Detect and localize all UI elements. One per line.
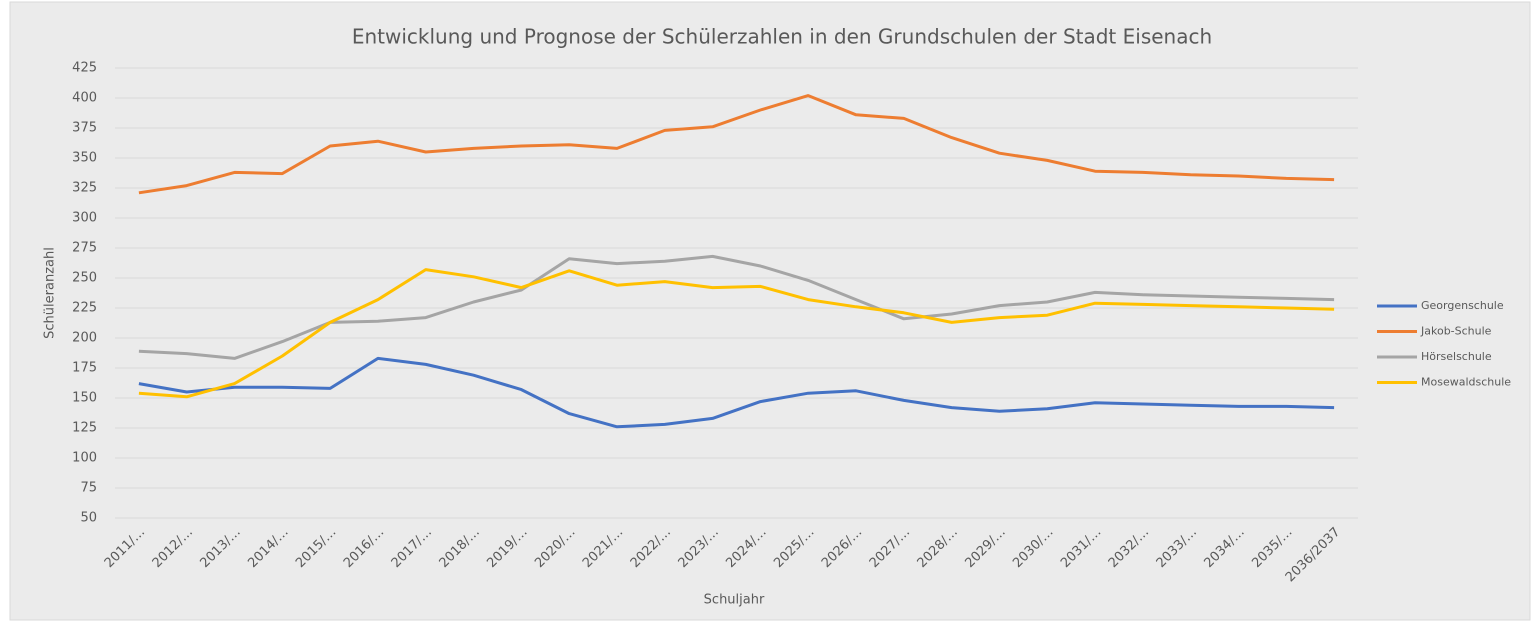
line xyxy=(138,356,1335,429)
x-axis-label: Schuljahr xyxy=(704,593,765,608)
y-tick-label: 200 xyxy=(72,331,97,346)
y-tick-label: 125 xyxy=(72,421,97,436)
legend-label: Georgenschule xyxy=(1421,299,1504,312)
y-tick-label: 150 xyxy=(72,391,97,406)
y-tick-label: 275 xyxy=(72,241,97,256)
legend-label: Mosewaldschule xyxy=(1421,376,1511,389)
y-tick-label: 400 xyxy=(72,91,97,106)
y-tick-label: 425 xyxy=(72,61,97,76)
y-tick-label: 325 xyxy=(72,181,97,196)
y-tick-label: 375 xyxy=(72,121,97,136)
chart-background xyxy=(9,1,1531,621)
y-tick-label: 250 xyxy=(72,271,97,286)
line xyxy=(138,94,1335,195)
line xyxy=(138,268,1335,399)
y-axis-label: Schüleranzahl xyxy=(43,247,58,339)
y-tick-label: 100 xyxy=(72,451,97,466)
line xyxy=(138,254,1335,360)
y-tick-label: 225 xyxy=(72,301,97,316)
legend-label: Hörselschule xyxy=(1421,350,1492,363)
legend-label: Jakob-Schule xyxy=(1420,325,1492,338)
y-tick-label: 300 xyxy=(72,211,97,226)
y-tick-label: 75 xyxy=(80,481,97,496)
y-tick-label: 50 xyxy=(80,511,97,526)
y-tick-label: 175 xyxy=(72,361,97,376)
y-tick-label: 350 xyxy=(72,151,97,166)
chart-title: Entwicklung und Prognose der Schülerzahl… xyxy=(352,25,1212,49)
